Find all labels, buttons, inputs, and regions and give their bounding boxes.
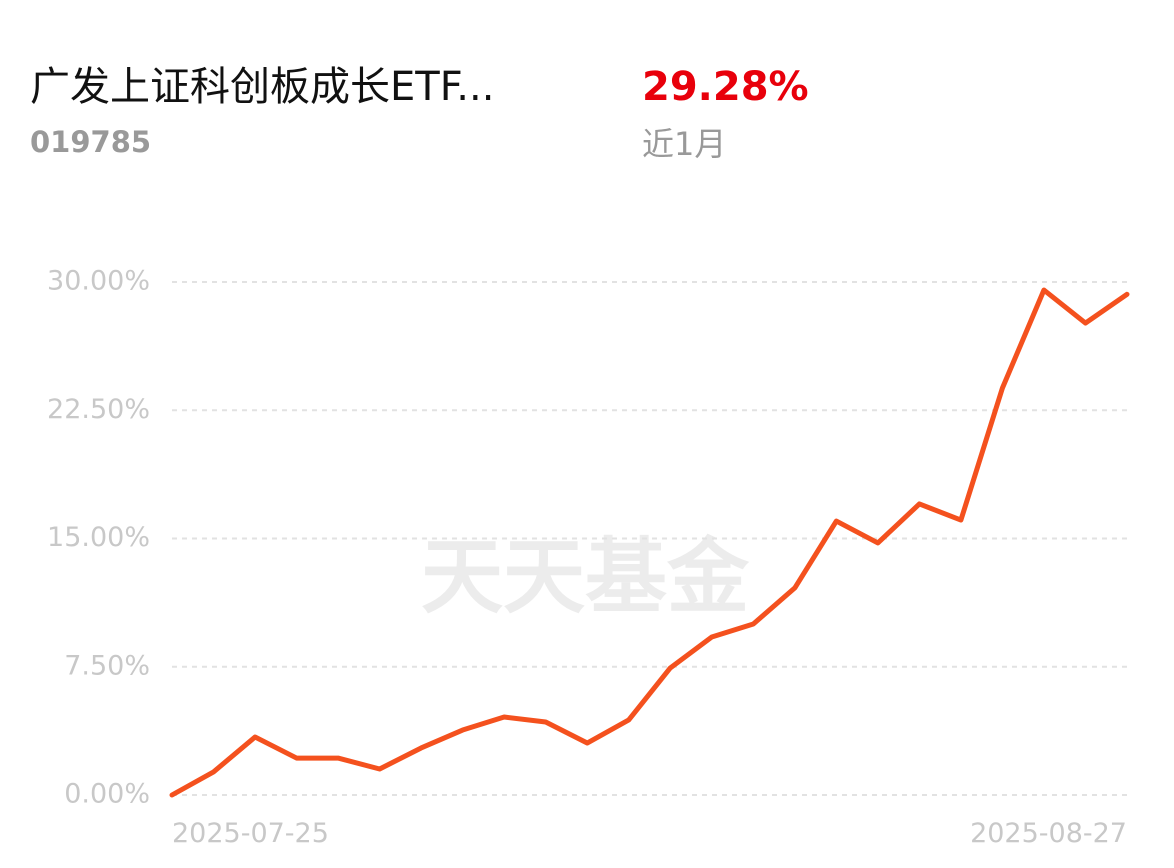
fund-code: 019785	[30, 125, 151, 159]
y-tick-label: 30.00%	[47, 266, 150, 297]
x-tick-label: 2025-07-25	[172, 818, 329, 849]
return-value: 29.28%	[642, 64, 809, 110]
watermark: 天天基金	[421, 529, 750, 625]
fund-name: 广发上证科创板成长ETF...	[30, 64, 494, 110]
plot: 0.00% 7.50% 15.00% 22.50% 30.00% 2025-07-25 20…	[47, 266, 1130, 849]
y-tick-label: 15.00%	[47, 522, 150, 553]
y-tick-label: 7.50%	[64, 650, 150, 681]
period: 近1月	[642, 125, 726, 163]
y-tick-label: 0.00%	[64, 779, 150, 810]
x-tick-label: 2025-08-27	[970, 818, 1127, 849]
line	[169, 287, 1130, 798]
y-tick-label: 22.50%	[47, 394, 150, 425]
